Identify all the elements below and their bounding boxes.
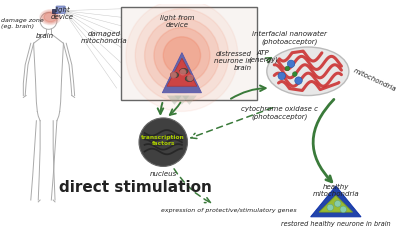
Circle shape (334, 201, 341, 207)
Text: nucleus: nucleus (150, 170, 177, 176)
Text: brain: brain (36, 33, 54, 39)
Text: restored healthy neurone in brain: restored healthy neurone in brain (281, 220, 391, 226)
Polygon shape (174, 96, 189, 105)
Ellipse shape (40, 11, 61, 26)
Text: damage zone
(eg. brain): damage zone (eg. brain) (1, 18, 44, 29)
Circle shape (170, 73, 177, 79)
Text: light
device: light device (51, 7, 74, 20)
Text: direct stimulation: direct stimulation (59, 180, 212, 195)
Text: interfacial nanowater
(photoacceptor): interfacial nanowater (photoacceptor) (252, 31, 327, 45)
Ellipse shape (170, 73, 179, 79)
Circle shape (180, 70, 186, 76)
Circle shape (154, 28, 210, 84)
Polygon shape (319, 195, 353, 212)
Circle shape (340, 206, 346, 213)
Circle shape (278, 73, 286, 80)
Text: transcription
factors: transcription factors (141, 134, 185, 145)
Polygon shape (167, 59, 197, 87)
Polygon shape (162, 53, 202, 93)
Circle shape (144, 19, 219, 93)
Circle shape (285, 67, 290, 72)
Text: damaged
mitochondria: damaged mitochondria (81, 31, 128, 44)
Polygon shape (167, 96, 182, 105)
Text: mitochondria: mitochondria (353, 67, 398, 92)
Circle shape (163, 38, 200, 75)
Polygon shape (182, 96, 197, 105)
Circle shape (295, 78, 302, 85)
FancyBboxPatch shape (56, 7, 65, 14)
Ellipse shape (42, 12, 59, 24)
FancyBboxPatch shape (52, 10, 57, 14)
Circle shape (327, 204, 334, 211)
Text: distressed
neurone in
brain: distressed neurone in brain (214, 51, 252, 71)
Circle shape (292, 73, 297, 77)
Circle shape (139, 119, 188, 167)
Text: cytochrome oxidase c
(photoacceptor): cytochrome oxidase c (photoacceptor) (241, 105, 318, 119)
Circle shape (126, 0, 238, 112)
Text: healthy
mitochondria: healthy mitochondria (312, 183, 359, 197)
Text: expression of protective/stimulatory genes: expression of protective/stimulatory gen… (161, 208, 296, 213)
Circle shape (287, 61, 295, 68)
FancyBboxPatch shape (121, 8, 256, 101)
Circle shape (135, 10, 228, 103)
Ellipse shape (44, 13, 57, 23)
Ellipse shape (185, 77, 194, 82)
Circle shape (187, 75, 194, 82)
Ellipse shape (267, 48, 349, 96)
Text: ATP
(energy): ATP (energy) (248, 50, 278, 63)
Polygon shape (311, 186, 361, 217)
Ellipse shape (180, 69, 188, 75)
Text: light from
device: light from device (160, 15, 194, 28)
